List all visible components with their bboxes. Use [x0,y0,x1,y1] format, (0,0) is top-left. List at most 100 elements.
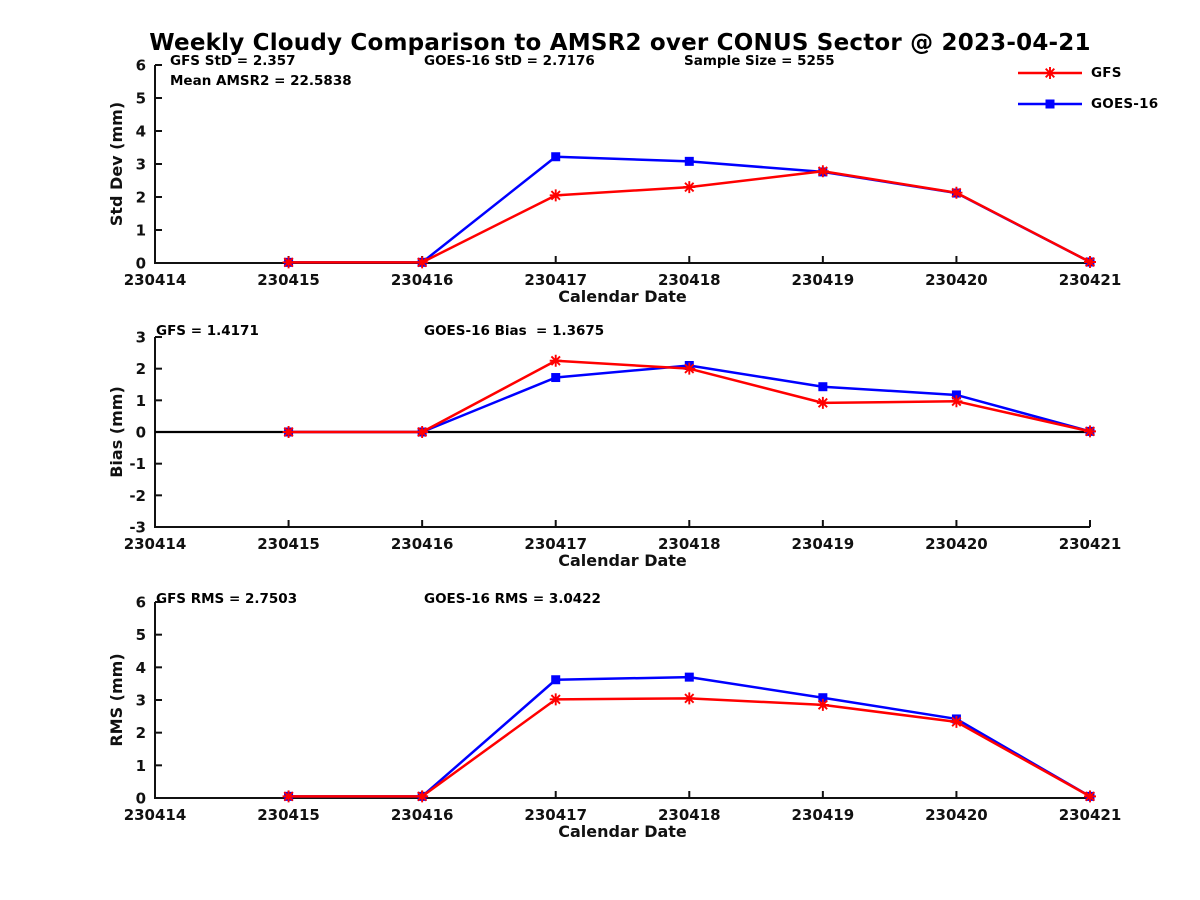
series-line-goes-16 [287,155,1092,264]
stat-annotation-0-3: Sample Size = 5255 [684,53,835,69]
marker-asterisk-gfs [683,692,696,705]
y-tick-label: 5 [136,626,146,644]
x-tick-label: 230420 [925,271,988,289]
marker-asterisk-gfs [549,189,562,202]
marker-asterisk-gfs [1084,790,1096,803]
x-tick-label: 230421 [1059,535,1122,553]
x-tick-label: 230416 [391,271,454,289]
marker-square-goes-16 [951,390,961,400]
series-line-goes-16 [287,364,1092,434]
marker-asterisk-gfs [816,698,829,711]
x-tick-label: 230414 [124,535,187,553]
y-tick-label: 1 [136,222,146,240]
y-tick-label: 1 [136,757,146,775]
marker-asterisk-gfs [1084,425,1096,438]
x-axis-label: Calendar Date [558,822,687,841]
y-tick-label: 0 [136,790,146,808]
x-tick-label: 230418 [658,271,721,289]
x-tick-label: 230416 [391,535,454,553]
marker-square-goes-16 [684,156,694,166]
x-tick-label: 230415 [257,271,320,289]
marker-square-goes-16 [818,382,828,392]
x-tick-label: 230418 [658,535,721,553]
legend-label-gfs: GFS [1091,65,1122,81]
legend-label-goes16: GOES-16 [1091,96,1159,112]
marker-asterisk-gfs [683,362,696,375]
y-tick-label: 2 [136,189,146,207]
y-tick-label: 6 [136,57,146,75]
y-tick-label: -3 [129,519,146,537]
legend-item-goes16: GOES-16 [1016,96,1158,112]
stat-annotation-1-0: GFS = 1.4171 [156,323,259,339]
x-tick-label: 230421 [1059,806,1122,824]
marker-asterisk-gfs [416,426,429,438]
gfs-line-asterisk-icon [1018,67,1082,79]
figure-title: Weekly Cloudy Comparison to AMSR2 over C… [149,30,1091,56]
x-tick-label: 230418 [658,806,721,824]
marker-square-goes-16 [818,693,828,703]
marker-asterisk-gfs [950,395,963,408]
x-tick-label: 230415 [257,535,320,553]
marker-square-goes-16 [684,672,694,682]
x-tick-label: 230419 [792,271,855,289]
y-tick-label: -1 [129,455,146,473]
x-tick-label: 230414 [124,271,187,289]
x-tick-label: 230415 [257,806,320,824]
stat-annotation-2-1: GOES-16 RMS = 3.0422 [424,591,601,607]
y-tick-label: 3 [136,156,146,174]
y-axis-label: Bias (mm) [107,386,126,478]
y-tick-label: 0 [136,255,146,273]
goes16-line-square-icon [1018,99,1082,109]
marker-asterisk-gfs [282,426,295,438]
marker-square-goes-16 [551,373,561,383]
y-tick-label: 4 [136,659,146,677]
marker-asterisk-gfs [549,354,562,367]
x-tick-label: 230417 [524,535,587,553]
marker-asterisk-gfs [816,165,829,178]
legend: GFS GOES-16 [1016,65,1158,127]
marker-asterisk-gfs [549,693,562,706]
y-tick-label: 2 [136,724,146,742]
stat-annotation-0-2: GOES-16 StD = 2.7176 [424,53,595,69]
y-tick-label: 0 [136,424,146,442]
x-tick-label: 230419 [792,535,855,553]
x-tick-label: 230419 [792,806,855,824]
stat-annotation-1-1: GOES-16 Bias = 1.3675 [424,323,605,339]
marker-asterisk-gfs [816,396,829,409]
y-axis-label: RMS (mm) [107,653,126,746]
y-tick-label: 1 [136,392,146,410]
x-tick-label: 230416 [391,806,454,824]
marker-asterisk-gfs [282,790,295,803]
y-tick-label: 5 [136,90,146,108]
series-line-gfs [287,697,1092,798]
y-tick-label: 2 [136,360,146,378]
x-axis-label: Calendar Date [558,551,687,570]
y-axis-label: Std Dev (mm) [107,102,126,226]
stat-annotation-0-1: Mean AMSR2 = 22.5838 [170,73,352,89]
y-tick-label: 6 [136,594,146,612]
marker-asterisk-gfs [416,790,429,803]
y-tick-label: -2 [129,487,146,505]
x-tick-label: 230417 [524,806,587,824]
stat-annotation-2-0: GFS RMS = 2.7503 [156,591,298,607]
y-tick-label: 3 [136,329,146,347]
x-tick-label: 230414 [124,806,187,824]
marker-asterisk-gfs [282,256,295,269]
x-tick-label: 230421 [1059,271,1122,289]
y-tick-label: 4 [136,123,146,141]
x-tick-label: 230420 [925,806,988,824]
marker-asterisk-gfs [950,715,963,728]
x-tick-label: 230420 [925,535,988,553]
marker-asterisk-gfs [416,256,429,269]
y-tick-label: 3 [136,692,146,710]
x-tick-label: 230417 [524,271,587,289]
marker-asterisk-gfs [1084,256,1096,269]
marker-square-goes-16 [551,675,561,685]
marker-square-goes-16 [551,152,561,162]
legend-item-gfs: GFS [1016,65,1158,81]
marker-asterisk-gfs [683,181,696,194]
stat-annotation-0-0: GFS StD = 2.357 [170,53,296,69]
marker-asterisk-gfs [950,186,963,199]
